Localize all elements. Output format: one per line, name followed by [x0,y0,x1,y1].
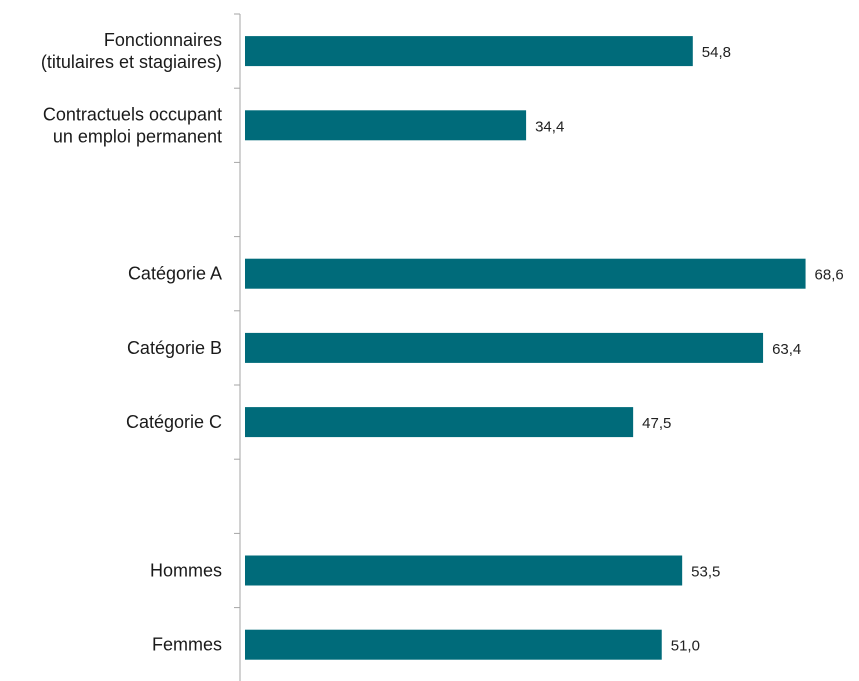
bar [245,258,806,289]
category-label: Catégorie C [126,412,222,432]
data-label: 68,6 [815,267,844,284]
data-label: 47,5 [642,415,671,432]
category-label: Contractuels occupant [43,104,222,124]
category-label: (titulaires et stagiaires) [41,52,222,72]
bar [245,110,527,141]
data-label: 54,8 [702,44,731,61]
category-label: un emploi permanent [53,126,222,146]
data-label: 34,4 [535,118,564,135]
data-label: 63,4 [772,341,801,358]
category-label: Fonctionnaires [104,30,222,50]
data-label: 53,5 [691,564,720,581]
category-label: Catégorie B [127,338,222,358]
bar [245,555,683,586]
category-label: Femmes [152,635,222,655]
data-label: 51,0 [671,638,700,655]
bar [245,407,634,438]
bar [245,629,662,660]
category-label: Hommes [150,561,222,581]
category-label: Catégorie A [128,264,222,284]
bar [245,36,693,67]
bar [245,332,764,363]
